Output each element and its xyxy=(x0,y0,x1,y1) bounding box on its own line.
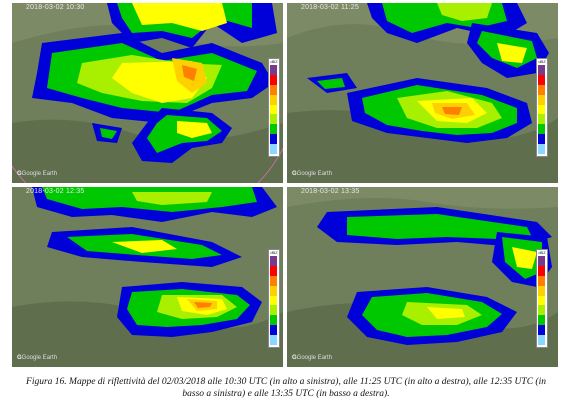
legend-swatch xyxy=(538,285,545,296)
legend-swatch xyxy=(270,144,277,154)
timestamp: 2018-03-02 12:35 xyxy=(26,188,85,195)
legend-swatch xyxy=(538,325,545,335)
legend-swatch xyxy=(538,305,545,316)
radar-map-image xyxy=(12,3,283,183)
legend-unit: dBZ xyxy=(538,250,546,255)
legend-swatch xyxy=(270,315,277,326)
timestamp: 2018-03-02 11:25 xyxy=(301,4,359,11)
radar-map-1335: 2018-03-02 13:35 GGoogle Earth dBZ xyxy=(287,187,558,367)
legend-swatch xyxy=(538,134,545,144)
radar-map-image xyxy=(287,3,558,183)
radar-map-image xyxy=(12,187,283,367)
radar-map-1235: 2018-03-02 12:35 GGoogle Earth dBZ xyxy=(12,187,283,367)
legend-swatch xyxy=(538,74,545,85)
legend-swatch xyxy=(538,124,545,135)
legend-swatch xyxy=(270,114,277,125)
legend-swatch xyxy=(538,256,545,266)
legend-swatch xyxy=(538,65,545,75)
legend-swatch xyxy=(538,315,545,326)
legend-swatch xyxy=(270,305,277,316)
google-earth-logo: GGoogle Earth xyxy=(17,171,58,177)
legend-swatch xyxy=(270,335,277,345)
legend-unit: dBZ xyxy=(270,250,278,255)
legend-swatch xyxy=(538,275,545,286)
legend-swatch xyxy=(270,265,277,276)
figure-caption: Figura 16. Mappe di riflettività del 02/… xyxy=(26,377,546,399)
reflectivity-legend: dBZ xyxy=(268,249,280,348)
legend-swatch xyxy=(270,104,277,115)
legend-swatch xyxy=(270,285,277,296)
radar-map-image xyxy=(287,187,558,367)
legend-swatch xyxy=(270,124,277,135)
google-earth-logo: GGoogle Earth xyxy=(292,355,333,361)
legend-swatch xyxy=(538,265,545,276)
legend-swatch xyxy=(538,104,545,115)
legend-swatch xyxy=(538,144,545,154)
timestamp: 2018-03-02 10:30 xyxy=(26,4,85,11)
legend-swatch xyxy=(538,84,545,95)
legend-unit: dBZ xyxy=(270,59,278,64)
legend-swatch xyxy=(270,134,277,144)
legend-swatch xyxy=(270,74,277,85)
legend-swatch xyxy=(538,94,545,105)
radar-map-1125: 2018-03-02 11:25 GGoogle Earth dBZ xyxy=(287,3,558,183)
reflectivity-legend: dBZ xyxy=(536,58,548,157)
legend-swatch xyxy=(538,114,545,125)
legend-unit: dBZ xyxy=(538,59,546,64)
radar-map-1030: 2018-03-02 10:30 GGoogle Earth dBZ xyxy=(12,3,283,183)
reflectivity-legend: dBZ xyxy=(268,58,280,157)
legend-swatch xyxy=(270,94,277,105)
legend-swatch xyxy=(538,295,545,306)
legend-swatch xyxy=(270,84,277,95)
legend-swatch xyxy=(270,325,277,335)
legend-swatch xyxy=(270,65,277,75)
reflectivity-legend: dBZ xyxy=(536,249,548,348)
legend-swatch xyxy=(270,295,277,306)
google-earth-logo: GGoogle Earth xyxy=(17,355,58,361)
legend-swatch xyxy=(270,256,277,266)
google-earth-logo: GGoogle Earth xyxy=(292,171,333,177)
legend-swatch xyxy=(270,275,277,286)
legend-swatch xyxy=(538,335,545,345)
timestamp: 2018-03-02 13:35 xyxy=(301,188,360,195)
